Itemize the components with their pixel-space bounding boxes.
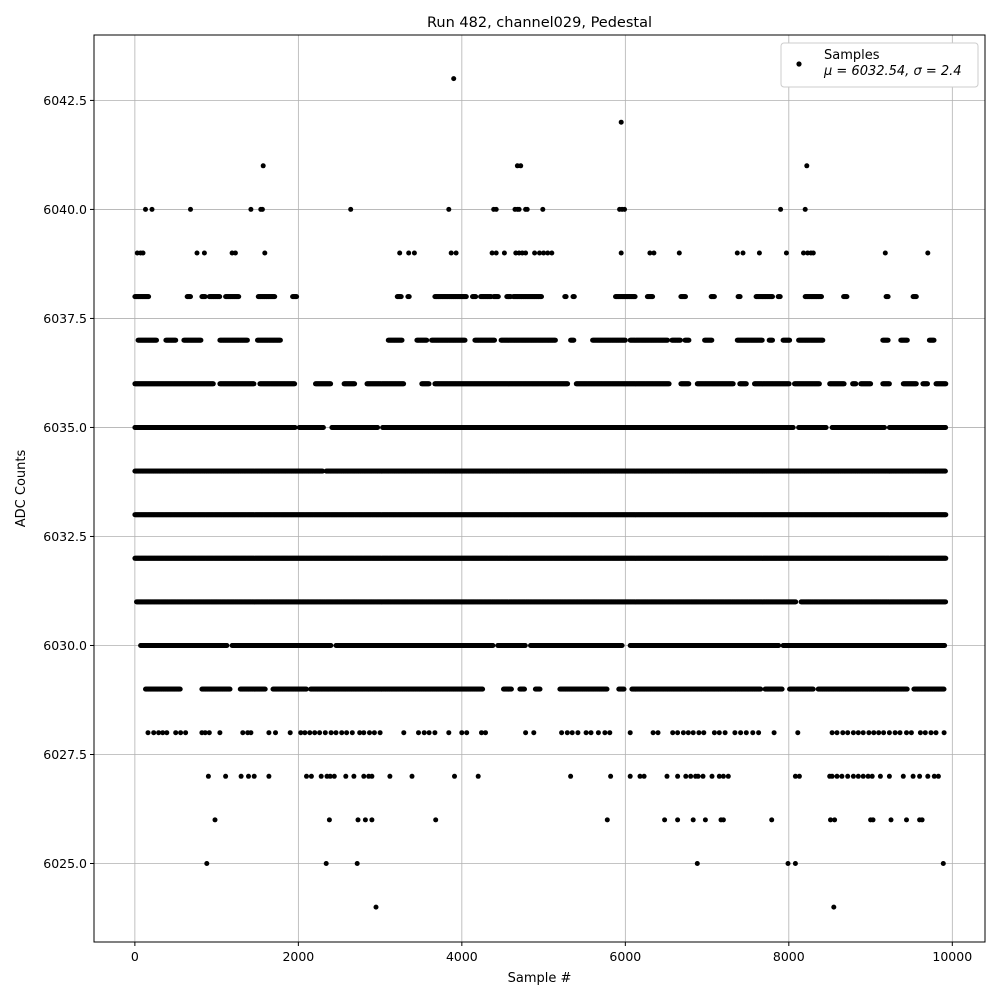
data-point <box>904 686 910 692</box>
data-point <box>490 643 496 648</box>
data-point <box>177 686 183 692</box>
data-point <box>941 686 947 692</box>
data-point <box>604 686 610 692</box>
data-point <box>508 686 514 692</box>
data-point <box>776 643 782 648</box>
data-points <box>132 76 949 910</box>
data-point <box>328 643 334 648</box>
data-point <box>943 599 949 605</box>
data-point <box>303 686 309 692</box>
data-point <box>793 599 799 605</box>
data-point <box>227 686 233 692</box>
chart-title: Run 482, channel029, Pedestal <box>427 15 652 31</box>
data-point <box>224 643 230 648</box>
data-point <box>621 686 627 692</box>
data-point <box>619 643 625 648</box>
data-point <box>779 686 785 692</box>
data-point <box>480 686 486 692</box>
data-point <box>522 686 527 692</box>
data-point <box>262 686 268 692</box>
data-point <box>943 555 949 561</box>
data-point <box>942 643 948 648</box>
data-point <box>537 686 543 692</box>
data-point <box>810 686 816 692</box>
data-point <box>522 643 528 648</box>
data-point <box>758 686 764 692</box>
